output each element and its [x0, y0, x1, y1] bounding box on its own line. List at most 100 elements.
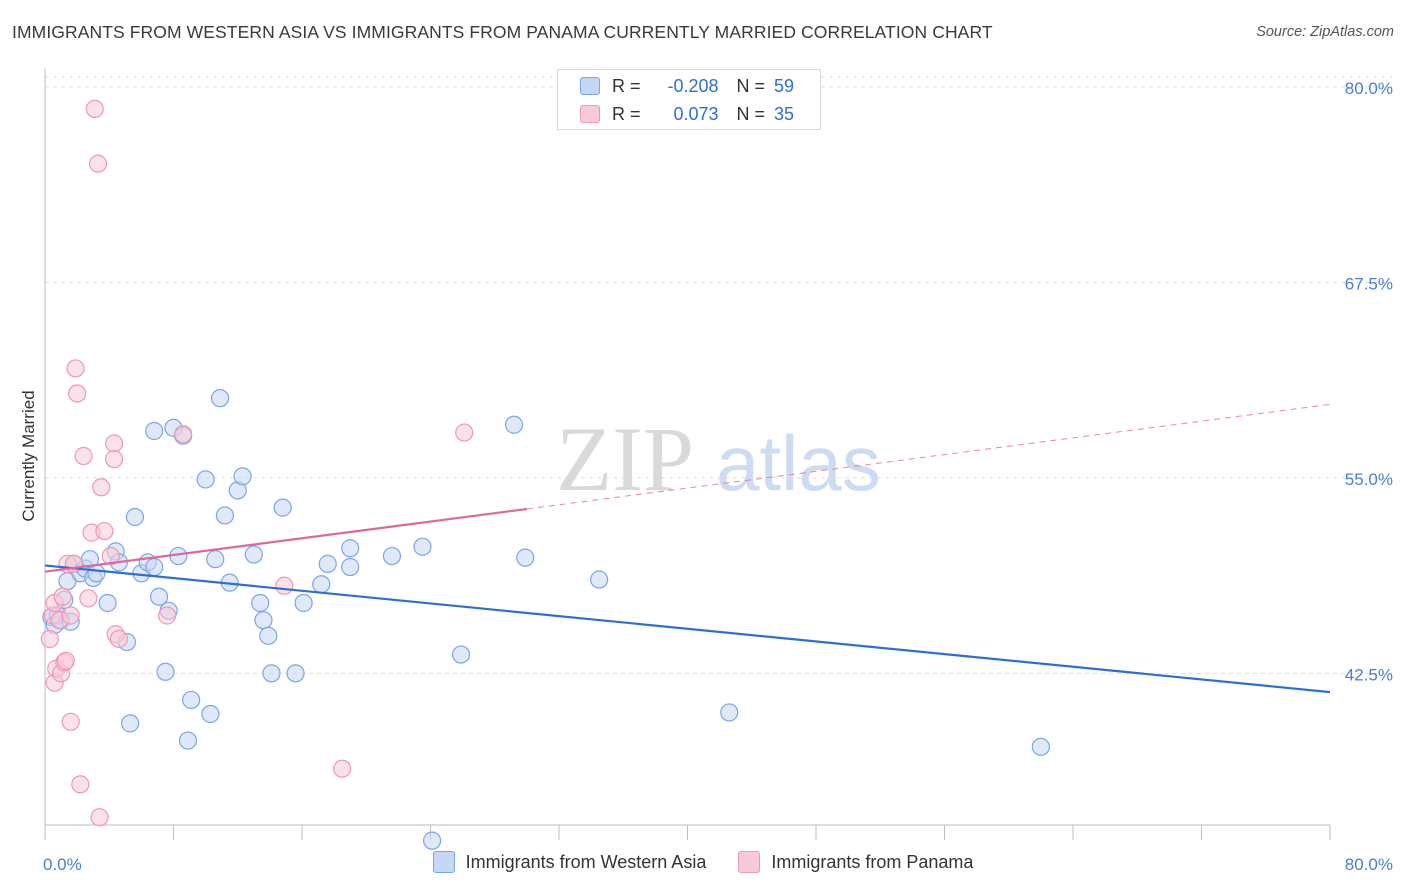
point-western-asia — [210, 389, 230, 408]
legend-swatch-pink — [580, 105, 600, 123]
point-panama — [333, 759, 352, 778]
legend-r-value: 0.073 — [673, 103, 719, 124]
x-tick-label: 80.0% — [1345, 855, 1393, 874]
trend-line-panama — [44, 507, 528, 573]
point-western-asia — [201, 704, 220, 724]
trend-line-western-asia — [44, 564, 1331, 694]
point-western-asia — [504, 415, 524, 434]
legend-row-panama: R = 0.073 N = 35 — [580, 102, 794, 126]
point-western-asia — [87, 564, 106, 583]
point-western-asia — [98, 593, 117, 613]
legend-item-western-asia: Immigrants from Western Asia — [432, 851, 707, 873]
y-tick-label: 42.5% — [1345, 665, 1393, 684]
point-western-asia — [149, 587, 169, 606]
point-western-asia — [156, 662, 175, 681]
point-panama — [109, 629, 128, 649]
point-western-asia — [382, 546, 402, 566]
legend-n-label: N = — [736, 75, 766, 96]
series-panama-points — [40, 99, 474, 827]
point-western-asia — [312, 575, 331, 594]
point-western-asia — [259, 626, 278, 645]
point-western-asia — [423, 831, 442, 850]
legend-r-label: R = — [612, 103, 641, 124]
legend-n-value: 59 — [774, 75, 795, 96]
x-tick-labels: 0.0% 80.0% — [43, 855, 1393, 874]
legend-n-value: 35 — [774, 103, 795, 124]
point-western-asia — [196, 470, 215, 489]
point-western-asia — [341, 557, 360, 577]
point-western-asia — [516, 548, 535, 567]
point-western-asia — [145, 557, 164, 577]
point-western-asia — [244, 545, 263, 564]
point-western-asia — [206, 550, 225, 569]
point-western-asia — [318, 554, 337, 573]
point-panama — [104, 450, 124, 469]
point-western-asia — [720, 703, 739, 722]
y-tick-label: 80.0% — [1345, 79, 1393, 98]
y-tick-label: 67.5% — [1345, 274, 1393, 293]
watermark-zip: ZIP — [556, 408, 694, 510]
point-panama — [88, 154, 108, 173]
point-panama — [101, 546, 120, 566]
point-western-asia — [121, 714, 140, 733]
point-panama — [53, 587, 72, 606]
watermark: ZIP atlas — [556, 408, 881, 510]
point-panama — [92, 478, 111, 497]
point-panama — [71, 775, 90, 794]
point-panama — [104, 434, 124, 453]
point-panama — [455, 423, 474, 442]
point-western-asia — [215, 506, 234, 525]
legend-r-label: R = — [612, 75, 641, 96]
legend-item-panama: Immigrants from Panama — [738, 851, 973, 873]
source-label: Source: ZipAtlas.com — [1256, 24, 1394, 40]
legend-label: Immigrants from Western Asia — [465, 851, 707, 872]
point-western-asia — [233, 467, 252, 486]
correlation-legend: R = -0.208 N = 59 R = 0.073 N = 35 — [557, 69, 821, 130]
point-panama — [275, 576, 294, 595]
point-panama — [68, 384, 87, 403]
legend-label: Immigrants from Panama — [771, 851, 974, 872]
x-tick-label: 0.0% — [43, 855, 82, 874]
point-western-asia — [590, 570, 609, 589]
chart-title: IMMIGRANTS FROM WESTERN ASIA VS IMMIGRAN… — [12, 22, 993, 42]
point-western-asia — [294, 593, 313, 613]
series-western-asia-points — [42, 389, 1050, 850]
point-western-asia — [145, 421, 164, 441]
point-panama — [79, 589, 98, 608]
point-western-asia — [341, 539, 360, 558]
point-western-asia — [251, 593, 270, 613]
point-western-asia — [451, 645, 471, 664]
point-panama — [85, 99, 104, 119]
point-western-asia — [413, 537, 432, 556]
point-panama — [74, 446, 93, 466]
point-panama — [61, 606, 80, 625]
trend-lines — [44, 403, 1331, 694]
legend-swatch-blue — [580, 77, 600, 95]
trend-line-panama-extension — [526, 403, 1331, 510]
y-tick-labels: 42.5% 55.0% 67.5% 80.0% — [1345, 79, 1393, 684]
point-western-asia — [1031, 737, 1050, 756]
point-western-asia — [262, 664, 281, 683]
point-panama — [56, 651, 75, 670]
point-western-asia — [182, 690, 201, 710]
y-axis-label: Currently Married — [19, 390, 38, 521]
watermark-atlas: atlas — [716, 419, 881, 507]
point-panama — [66, 359, 85, 378]
legend-swatch-blue — [432, 851, 455, 873]
point-western-asia — [254, 611, 273, 630]
point-panama — [90, 808, 109, 827]
point-western-asia — [125, 507, 145, 527]
point-panama — [95, 521, 114, 541]
point-panama — [174, 425, 193, 444]
y-tick-label: 55.0% — [1345, 470, 1393, 489]
legend-n-label: N = — [736, 103, 766, 124]
series-legend: Immigrants from Western Asia Immigrants … — [0, 851, 1406, 873]
point-western-asia — [178, 731, 198, 750]
point-western-asia — [286, 664, 305, 683]
point-panama — [40, 629, 59, 649]
legend-row-western-asia: R = -0.208 N = 59 — [580, 74, 794, 98]
grid-lines — [45, 76, 1392, 674]
point-panama — [61, 712, 80, 731]
point-western-asia — [273, 498, 292, 517]
